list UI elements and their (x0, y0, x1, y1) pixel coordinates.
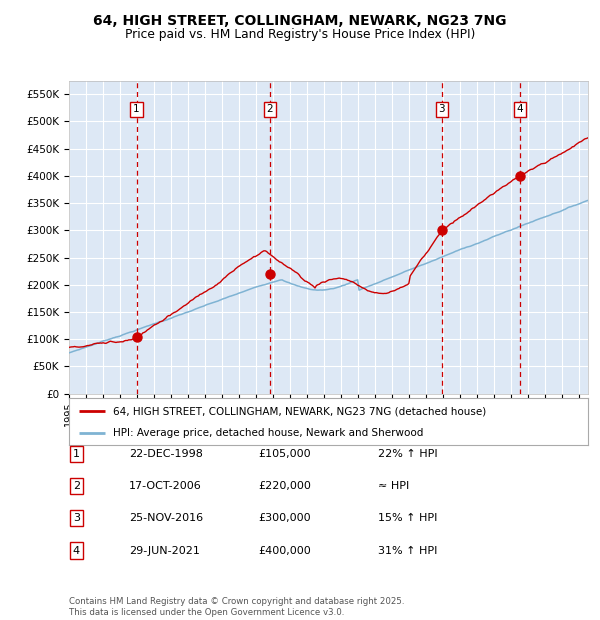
Text: Contains HM Land Registry data © Crown copyright and database right 2025.
This d: Contains HM Land Registry data © Crown c… (69, 598, 404, 617)
Text: £400,000: £400,000 (258, 546, 311, 556)
Text: 15% ↑ HPI: 15% ↑ HPI (378, 513, 437, 523)
Text: £300,000: £300,000 (258, 513, 311, 523)
Text: 64, HIGH STREET, COLLINGHAM, NEWARK, NG23 7NG (detached house): 64, HIGH STREET, COLLINGHAM, NEWARK, NG2… (113, 406, 487, 416)
Text: 25-NOV-2016: 25-NOV-2016 (129, 513, 203, 523)
Text: 22% ↑ HPI: 22% ↑ HPI (378, 449, 437, 459)
Text: 31% ↑ HPI: 31% ↑ HPI (378, 546, 437, 556)
Text: ≈ HPI: ≈ HPI (378, 481, 409, 491)
Text: 1: 1 (73, 449, 80, 459)
Text: 2: 2 (73, 481, 80, 491)
Text: 29-JUN-2021: 29-JUN-2021 (129, 546, 200, 556)
Text: 64, HIGH STREET, COLLINGHAM, NEWARK, NG23 7NG: 64, HIGH STREET, COLLINGHAM, NEWARK, NG2… (93, 14, 507, 28)
Text: 17-OCT-2006: 17-OCT-2006 (129, 481, 202, 491)
Text: £220,000: £220,000 (258, 481, 311, 491)
Text: 3: 3 (73, 513, 80, 523)
Text: 22-DEC-1998: 22-DEC-1998 (129, 449, 203, 459)
Text: Price paid vs. HM Land Registry's House Price Index (HPI): Price paid vs. HM Land Registry's House … (125, 28, 475, 41)
Text: £105,000: £105,000 (258, 449, 311, 459)
Text: 3: 3 (439, 104, 445, 115)
Text: HPI: Average price, detached house, Newark and Sherwood: HPI: Average price, detached house, Newa… (113, 428, 424, 438)
Text: 4: 4 (517, 104, 523, 115)
Text: 2: 2 (266, 104, 273, 115)
Text: 4: 4 (73, 546, 80, 556)
Text: 1: 1 (133, 104, 140, 115)
